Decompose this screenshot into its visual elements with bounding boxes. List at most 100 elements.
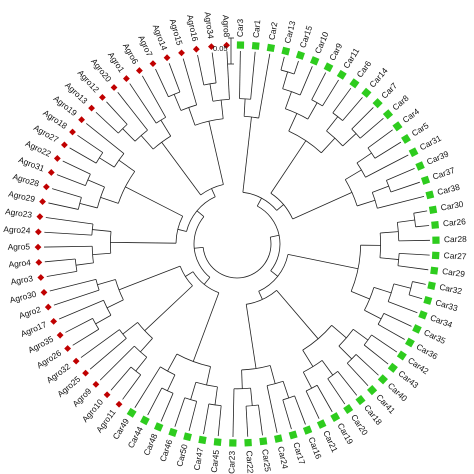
branch-radial-86 (371, 334, 398, 353)
branch-radial-101 (305, 390, 320, 419)
leaf-label-car47: Car47 (191, 447, 205, 472)
leaf-label-car45: Car45 (209, 449, 221, 473)
leaf-label-agro28: Agro28 (12, 171, 41, 188)
branch-radial-213 (95, 111, 119, 134)
branch-arc-166 (103, 300, 112, 316)
branch-radial-45 (386, 167, 415, 181)
branch-arc-62 (396, 222, 400, 241)
scale-bar: 0.05 (213, 37, 234, 65)
branch-arc-238 (194, 118, 224, 126)
leaf-marker-car3 (236, 41, 245, 49)
leaf-marker-agro26 (64, 345, 72, 352)
branch-radial-20 (311, 72, 327, 100)
branch-radial-1 (256, 197, 262, 207)
leaf-marker-car18 (355, 394, 366, 406)
leaf-label-car4: Car4 (400, 106, 421, 125)
leaf-label-car31: Car31 (418, 133, 443, 153)
leaf-marker-agro34 (207, 43, 215, 51)
branch-radial-61 (398, 239, 430, 242)
branch-radial-182 (44, 245, 93, 248)
branch-radial-150 (110, 366, 132, 391)
leaf-marker-car47 (198, 435, 207, 445)
leaf-label-car7: Car7 (379, 80, 399, 100)
branch-arc-183 (91, 246, 94, 263)
branch-radial-224 (188, 107, 196, 126)
leaf-marker-agro31 (47, 169, 55, 176)
leaf-marker-agro14 (163, 54, 171, 62)
branch-radial-37 (356, 152, 372, 164)
branch-radial-147 (140, 338, 153, 353)
leaf-label-agro4: Agro4 (8, 257, 32, 269)
leaf-label-agro16: Agro16 (185, 14, 200, 43)
leaf-marker-car28 (432, 236, 440, 244)
branch-radial-168 (53, 289, 100, 306)
leaf-marker-car25 (259, 437, 268, 446)
branch-radial-191 (79, 203, 98, 209)
leaf-marker-car30 (428, 205, 438, 214)
branch-arc-131 (208, 403, 222, 407)
branch-radial-209 (211, 188, 216, 197)
scale-bar-label: 0.05 (213, 44, 228, 53)
branch-arc-40 (367, 147, 376, 159)
branch-arc-221 (155, 116, 166, 124)
leaf-marker-agro8 (223, 41, 230, 49)
branch-radial-118 (232, 388, 235, 437)
branch-radial-219 (129, 83, 157, 124)
branch-radial-142 (134, 366, 161, 408)
leaf-marker-car41 (367, 385, 378, 396)
branch-radial-115 (258, 404, 263, 436)
branch-arc-98 (327, 371, 339, 380)
leaf-marker-car40 (377, 374, 388, 385)
branch-arc-240 (186, 196, 216, 232)
branch-radial-54 (287, 254, 359, 270)
leaf-label-car36: Car36 (415, 341, 440, 361)
leaf-marker-car15 (295, 50, 305, 60)
branch-radial-105 (245, 304, 257, 369)
branch-radial-65 (397, 265, 429, 271)
branch-radial-31 (359, 117, 384, 139)
leaf-label-agro14: Agro14 (151, 23, 170, 52)
branch-radial-205 (86, 123, 125, 154)
leaf-marker-agro7 (149, 60, 157, 68)
leaf-marker-agro13 (88, 104, 95, 112)
branch-arc-235 (203, 82, 217, 86)
branch-radial-87 (363, 344, 389, 365)
branch-arc-32 (351, 128, 361, 139)
branch-arc-121 (246, 290, 277, 305)
branch-radial-156 (80, 329, 120, 358)
leaf-marker-car16 (302, 425, 313, 435)
branch-arc-28 (332, 112, 343, 121)
branch-radial-211 (140, 135, 154, 150)
branch-arc-141 (161, 387, 174, 394)
branch-radial-83 (276, 290, 319, 340)
leaf-marker-agro23 (36, 213, 44, 221)
branch-radial-152 (99, 345, 135, 381)
branch-arc-217 (134, 129, 148, 142)
branch-arc-23 (285, 108, 309, 120)
leaf-label-car27: Car27 (443, 250, 467, 261)
branch-radial-190 (100, 196, 119, 204)
leaf-label-car49: Car49 (110, 416, 131, 441)
branch-radial-90 (355, 354, 379, 376)
branch-radial-36 (345, 169, 362, 180)
branch-arc-60 (413, 213, 416, 227)
leaf-marker-car49 (126, 407, 137, 418)
branch-radial-167 (97, 279, 116, 286)
leaf-marker-car22 (244, 438, 252, 447)
branch-arc-181 (74, 258, 78, 272)
branch-radial-30 (351, 107, 374, 130)
leaf-label-car50: Car50 (174, 443, 189, 468)
branch-radial-146 (144, 285, 193, 331)
leaf-marker-car48 (153, 422, 164, 432)
leaf-marker-agro11 (115, 400, 123, 408)
leaf-marker-car4 (392, 121, 403, 132)
branch-arc-123 (257, 205, 281, 271)
branch-radial-84 (331, 325, 347, 339)
branch-radial-126 (192, 292, 220, 362)
leaf-marker-agro32 (72, 357, 80, 365)
branch-radial-29 (342, 133, 357, 147)
branch-radial-91 (346, 362, 369, 386)
leaf-label-car29: Car29 (442, 266, 466, 279)
leaf-label-car44: Car44 (126, 425, 146, 450)
leaf-label-car9: Car9 (327, 41, 344, 62)
